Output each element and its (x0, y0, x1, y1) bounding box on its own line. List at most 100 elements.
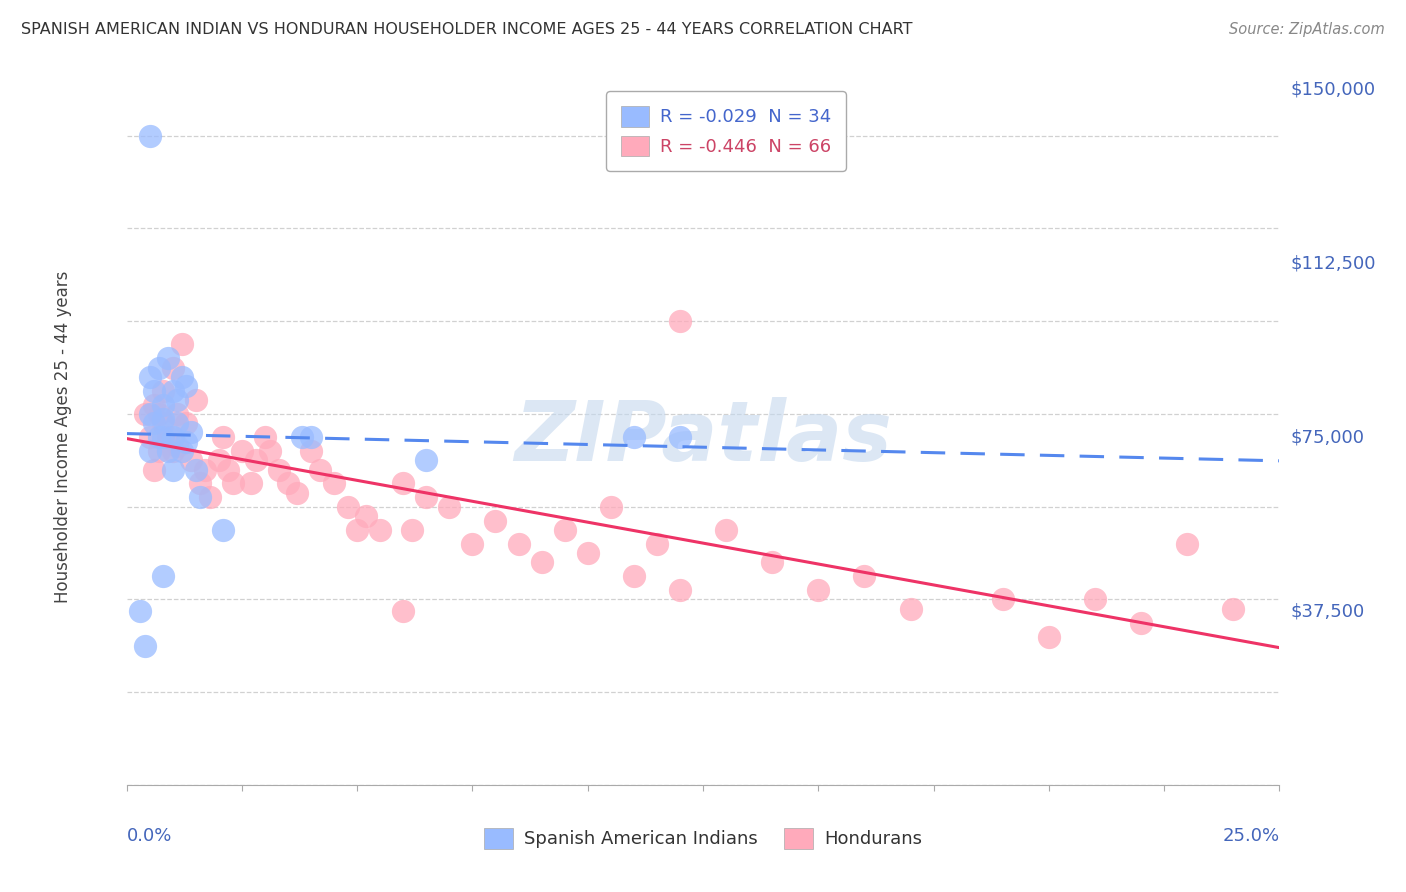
Text: 25.0%: 25.0% (1222, 827, 1279, 845)
Point (152, 416, 174, 430)
Point (212, 430, 235, 444)
Point (148, 407, 170, 421)
Point (184, 392, 207, 407)
Point (166, 407, 188, 421)
Point (415, 453, 437, 467)
Point (309, 462, 332, 476)
Text: ZIPatlas: ZIPatlas (515, 397, 891, 477)
Point (180, 425, 202, 440)
Point (669, 314, 692, 328)
Legend: Spanish American Indians, Hondurans: Spanish American Indians, Hondurans (477, 821, 929, 856)
Point (623, 430, 645, 444)
Point (217, 462, 239, 476)
Point (176, 416, 198, 430)
Point (143, 384, 166, 398)
Point (188, 476, 211, 491)
Point (170, 337, 193, 351)
Point (166, 416, 188, 430)
Point (176, 379, 198, 393)
Point (267, 462, 290, 476)
Point (143, 416, 166, 430)
Point (299, 430, 322, 444)
Text: Source: ZipAtlas.com: Source: ZipAtlas.com (1229, 22, 1385, 37)
Point (392, 604, 415, 618)
Point (170, 369, 193, 384)
Point (245, 453, 267, 467)
Point (1175, 537, 1198, 551)
Point (152, 430, 174, 444)
Point (148, 444, 170, 458)
Point (134, 407, 156, 421)
Point (162, 444, 184, 458)
Point (231, 444, 253, 458)
Point (143, 462, 166, 476)
Point (138, 128, 160, 143)
Point (484, 514, 506, 528)
Point (599, 500, 621, 514)
Text: $37,500: $37,500 (1291, 602, 1365, 620)
Point (714, 523, 737, 537)
Point (176, 434, 198, 449)
Point (991, 592, 1014, 607)
Point (184, 462, 207, 476)
Point (157, 430, 180, 444)
Point (162, 384, 184, 398)
Point (623, 569, 645, 583)
Text: $150,000: $150,000 (1291, 80, 1376, 98)
Point (291, 430, 314, 444)
Point (508, 537, 530, 551)
Point (129, 604, 152, 618)
Point (461, 537, 484, 551)
Point (152, 384, 174, 398)
Point (277, 476, 299, 491)
Point (439, 500, 461, 514)
Point (162, 462, 184, 476)
Point (401, 523, 423, 537)
Point (761, 555, 783, 569)
Point (807, 583, 830, 598)
Point (180, 453, 202, 467)
Point (356, 508, 378, 523)
Point (162, 360, 184, 375)
Point (198, 491, 221, 505)
Point (1130, 615, 1153, 630)
Point (346, 523, 368, 537)
Point (645, 537, 668, 551)
Point (669, 583, 692, 598)
Point (166, 439, 188, 453)
Point (392, 476, 415, 491)
Point (900, 601, 922, 615)
Point (368, 523, 391, 537)
Point (166, 392, 188, 407)
Point (157, 351, 180, 366)
Text: SPANISH AMERICAN INDIAN VS HONDURAN HOUSEHOLDER INCOME AGES 25 - 44 YEARS CORREL: SPANISH AMERICAN INDIAN VS HONDURAN HOUS… (21, 22, 912, 37)
Point (170, 444, 193, 458)
Point (299, 444, 322, 458)
Point (853, 569, 876, 583)
Point (152, 398, 174, 412)
Point (157, 444, 180, 458)
Point (1084, 592, 1107, 607)
Point (1222, 601, 1244, 615)
Point (669, 430, 692, 444)
Point (212, 523, 235, 537)
Point (138, 369, 160, 384)
Point (253, 430, 276, 444)
Text: 0.0%: 0.0% (127, 827, 172, 845)
Point (152, 411, 174, 425)
Point (152, 569, 174, 583)
Point (134, 639, 156, 653)
Text: $112,500: $112,500 (1291, 254, 1376, 272)
Point (138, 444, 160, 458)
Point (138, 430, 160, 444)
Point (259, 444, 281, 458)
Point (285, 485, 308, 500)
Point (162, 430, 184, 444)
Point (554, 523, 576, 537)
Point (530, 555, 553, 569)
Point (576, 546, 599, 560)
Point (148, 360, 170, 375)
Point (415, 491, 437, 505)
Point (240, 476, 263, 491)
Point (1038, 630, 1060, 644)
